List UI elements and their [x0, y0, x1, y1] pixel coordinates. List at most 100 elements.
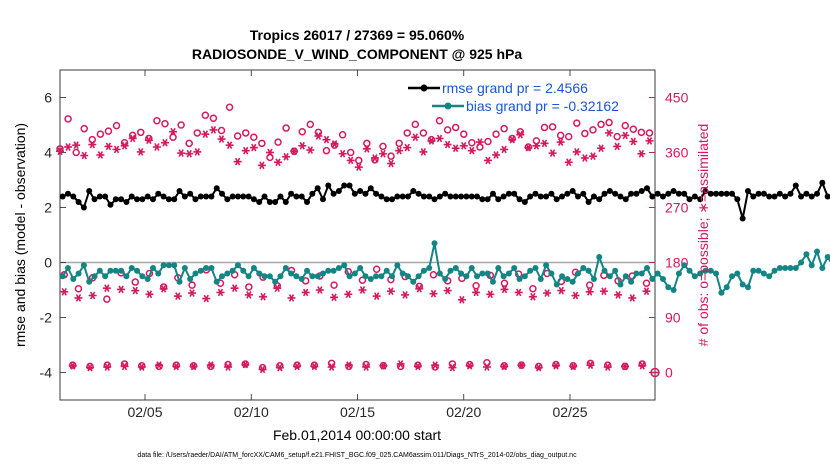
- bias-point: [309, 273, 316, 280]
- assimilated-obs-marker-stroke: [509, 135, 515, 144]
- rmse-point: [612, 190, 619, 197]
- rmse-point: [165, 196, 172, 203]
- assimilated-obs-marker: [387, 159, 396, 168]
- assimilated-obs-marker: [580, 154, 589, 162]
- bias-point: [532, 265, 539, 271]
- possible-obs-marker: [589, 126, 597, 134]
- assimilated-obs-marker-stroke: [501, 145, 507, 154]
- assimilated-obs-marker-stroke: [328, 363, 335, 371]
- assimilated-obs-marker-stroke: [294, 362, 300, 371]
- rmse-point: [468, 193, 475, 200]
- assimilated-obs-marker: [605, 129, 614, 137]
- bias-point: [697, 270, 704, 277]
- rmse-point: [569, 188, 576, 194]
- assimilated-obs-marker-stroke: [208, 361, 214, 370]
- bias-point: [691, 273, 698, 280]
- possible-obs-marker: [250, 133, 258, 141]
- bias-point: [240, 267, 247, 274]
- assimilated-obs-marker: [528, 292, 537, 301]
- possible-obs-marker: [293, 361, 301, 369]
- bias-point: [208, 265, 215, 271]
- assimilated-obs-marker-stroke: [605, 363, 611, 371]
- bias-point: [404, 273, 411, 280]
- assimilated-obs-marker-stroke: [277, 363, 283, 372]
- assimilated-obs-marker: [287, 294, 296, 302]
- bias-point: [760, 270, 767, 277]
- bias-point: [383, 267, 390, 274]
- assimilated-obs-marker-stroke: [275, 158, 281, 167]
- rmse-point: [559, 193, 566, 200]
- rmse-point: [713, 190, 720, 197]
- assimilated-obs-marker: [117, 285, 126, 294]
- assimilated-obs-marker-stroke: [315, 132, 322, 140]
- rmse-point: [229, 193, 236, 200]
- bias-point: [718, 289, 725, 296]
- bias-point: [521, 273, 528, 280]
- possible-obs-marker: [403, 129, 411, 137]
- possible-obs-marker: [103, 295, 111, 303]
- bias-point: [516, 276, 523, 282]
- assimilated-obs-marker-stroke: [630, 137, 637, 146]
- bias-point: [420, 267, 427, 274]
- assimilated-obs-marker-stroke: [582, 154, 588, 162]
- possible-obs-marker: [258, 139, 266, 148]
- possible-obs-marker: [161, 120, 169, 128]
- bias-point: [298, 276, 305, 282]
- assimilated-obs-marker-stroke: [160, 284, 167, 293]
- x-axis: 02/05 02/10 02/15 02/20 02/25: [127, 70, 588, 420]
- bias-point: [102, 273, 109, 280]
- bias-point: [319, 270, 326, 277]
- rmse-point: [670, 188, 677, 194]
- x-axis-label: Feb.01,2014 00:00:00 start: [273, 427, 441, 443]
- possible-obs-marker: [395, 139, 403, 148]
- possible-obs-marker: [104, 127, 113, 135]
- assimilated-obs-marker-stroke: [530, 292, 536, 301]
- bias-point: [144, 276, 151, 282]
- assimilated-obs-marker: [145, 290, 154, 299]
- rmse-point: [245, 193, 252, 200]
- rmse-point: [404, 193, 411, 200]
- possible-obs-marker: [645, 129, 654, 137]
- rmse-point: [574, 193, 581, 200]
- assimilated-obs-marker-stroke: [622, 362, 628, 371]
- possible-obs-marker: [597, 120, 605, 129]
- possible-obs-marker: [330, 281, 338, 289]
- assimilated-obs-marker: [564, 158, 573, 167]
- assimilated-obs-marker-stroke: [380, 149, 386, 158]
- assimilated-obs-marker: [543, 289, 552, 297]
- possible-obs-marker: [484, 137, 492, 146]
- possible-obs-marker: [172, 361, 181, 369]
- possible-obs-marker: [207, 362, 215, 371]
- assimilated-obs-marker: [472, 288, 481, 297]
- bias-point: [234, 262, 241, 269]
- rmse-point: [346, 182, 353, 189]
- bias-point: [277, 273, 284, 280]
- bias-point: [155, 270, 162, 277]
- bias-point: [394, 262, 401, 269]
- assimilated-obs-marker: [131, 286, 140, 295]
- possible-obs-marker: [245, 283, 253, 291]
- bias-point: [675, 270, 682, 277]
- assimilated-obs-marker: [628, 294, 637, 302]
- bias-point: [739, 281, 746, 288]
- rmse-point: [564, 190, 571, 197]
- assimilated-obs-marker-stroke: [156, 361, 162, 370]
- bias-point: [288, 270, 295, 277]
- assimilated-obs-marker: [415, 284, 424, 293]
- bias-point: [304, 267, 311, 274]
- rmse-point: [399, 193, 406, 200]
- assimilated-obs-marker: [160, 138, 169, 147]
- legend-rmse-marker: [420, 84, 428, 92]
- bias-point: [734, 270, 741, 277]
- assimilated-obs-marker-stroke: [138, 148, 144, 156]
- possible-obs-marker: [169, 133, 177, 141]
- rmse-point: [798, 193, 805, 200]
- possible-obs-marker: [585, 281, 594, 289]
- bias-point: [628, 278, 635, 285]
- assimilated-obs-marker: [314, 132, 323, 140]
- assimilated-obs-marker-stroke: [317, 286, 323, 294]
- bias-point: [256, 270, 263, 277]
- bias-point: [537, 276, 544, 282]
- bias-point: [192, 270, 199, 277]
- bias-point: [787, 265, 794, 271]
